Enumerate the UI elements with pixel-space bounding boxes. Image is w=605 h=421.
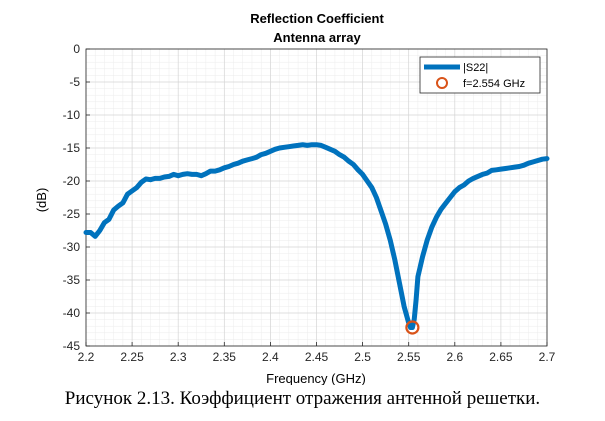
x-tick-label: 2.55 [397,350,421,364]
x-tick-label: 2.2 [78,350,95,364]
data-marker-0 [405,320,420,335]
x-tick-label: 2.25 [120,350,144,364]
legend-label-s22: |S22| [463,62,488,74]
reflection-chart: Reflection Coefficient Antenna array 2.2… [34,11,556,386]
y-tick-label: -45 [63,339,81,353]
series-line-0 [83,142,550,330]
x-tick-label: 2.6 [446,350,463,364]
x-tick-label: 2.45 [305,350,329,364]
y-tick-label: -5 [69,75,80,89]
y-axis-ticks: 0 -5 -10 -15 -20 -25 -30 -35 -40 -45 [63,42,90,353]
x-tick-label: 2.65 [489,350,513,364]
x-tick-label: 2.7 [539,350,556,364]
x-axis-label: Frequency (GHz) [266,371,366,385]
y-tick-label: -15 [63,141,81,155]
x-tick-label: 2.35 [213,350,237,364]
y-tick-label: -35 [63,273,81,287]
y-tick-label: -20 [63,174,81,188]
legend: |S22| f=2.554 GHz [419,56,541,94]
marker-layer [405,320,420,335]
chart-subtitle: Antenna array [273,30,361,45]
y-axis-label: (dB) [34,188,49,213]
figure-caption: Рисунок 2.13. Коэффициент отражения анте… [64,388,541,409]
y-tick-label: 0 [73,42,80,56]
x-tick-label: 2.4 [262,350,279,364]
x-tick-label: 2.3 [170,350,187,364]
legend-marker-circle [436,77,448,89]
y-tick-label: -30 [63,240,81,254]
chart-title: Reflection Coefficient [250,11,384,26]
y-tick-label: -40 [63,306,81,320]
series-layer [83,142,550,330]
legend-label-marker: f=2.554 GHz [463,78,525,90]
y-tick-label: -25 [63,207,81,221]
x-tick-label: 2.5 [354,350,371,364]
y-tick-label: -10 [63,108,81,122]
x-axis-ticks: 2.2 2.25 2.3 2.35 2.4 2.45 2.5 2.55 2.6 2.65 2.7 [78,342,556,364]
